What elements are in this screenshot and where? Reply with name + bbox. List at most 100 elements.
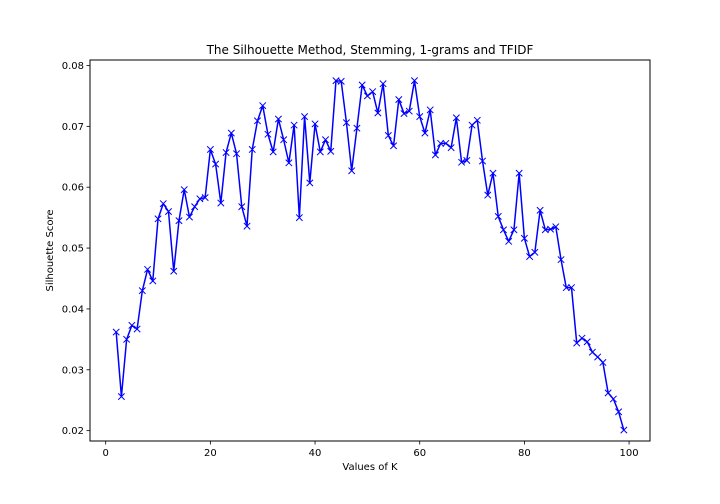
data-point-marker [327,147,335,155]
x-tick-label: 0 [103,448,109,459]
data-point-marker [615,408,623,416]
data-point-marker [484,191,492,199]
data-point-marker [458,158,466,166]
data-point-marker [175,217,183,225]
data-point-marker [478,157,487,165]
data-point-marker [473,116,481,124]
data-point-marker [526,253,534,261]
data-point-marker [583,338,591,346]
data-point-marker [374,109,382,117]
data-point-marker [599,358,607,367]
data-point-marker [238,203,246,211]
data-point-marker [442,139,450,147]
x-tick-label: 20 [204,448,217,459]
data-point-marker [180,186,188,194]
data-point-marker [196,195,204,203]
plot-area [112,77,628,434]
data-point-marker [348,167,356,175]
data-point-marker [499,226,508,234]
data-point-marker [227,129,235,137]
data-point-marker [536,206,544,214]
data-point-marker [358,81,366,89]
data-point-marker [489,169,497,177]
y-tick-label: 0.02 [62,426,84,437]
y-tick-label: 0.04 [62,304,84,315]
data-point-marker [510,226,518,234]
data-point-marker [280,136,288,144]
x-tick-label: 100 [620,448,639,459]
y-tick-label: 0.05 [62,244,84,255]
data-point-marker [112,328,120,336]
data-point-marker [384,131,392,140]
data-point-marker [264,130,272,138]
data-point-marker [515,169,523,177]
data-point-marker [369,88,377,96]
data-point-marker [117,393,125,401]
data-point-marker [316,148,324,156]
data-point-marker [562,284,570,292]
data-point-marker [379,80,387,88]
data-point-marker [269,148,277,156]
data-point-marker [159,200,167,208]
data-point-marker [342,119,351,127]
data-point-marker [128,321,136,329]
data-point-marker [620,426,628,434]
data-point-marker [306,179,314,187]
data-point-marker [311,120,319,128]
y-tick-label: 0.08 [62,61,84,72]
data-point-marker [531,248,539,256]
data-point-marker [185,213,193,221]
data-point-marker [552,223,560,231]
data-point-marker [164,207,173,216]
data-point-marker [452,114,460,122]
data-point-marker [520,234,528,242]
data-point-marker [389,142,398,150]
data-point-marker [609,395,617,403]
data-point-marker [363,92,371,100]
data-point-marker [437,139,445,147]
data-point-marker [243,222,251,230]
data-point-marker [217,199,225,207]
data-point-marker [123,335,131,343]
x-axis-label: Values of K [342,462,398,473]
data-point-marker [149,277,157,285]
y-axis-label: Silhouette Score [45,209,56,291]
data-point-marker [421,129,429,137]
data-point-marker [301,113,309,121]
y-tick-label: 0.07 [62,122,84,133]
data-point-marker [494,212,502,220]
data-point-marker [395,96,403,104]
x-tick-label: 40 [309,448,322,459]
data-point-marker [447,144,455,152]
data-point-marker [405,107,413,115]
data-point-marker [557,256,565,264]
data-point-marker [431,151,439,159]
data-point-marker [594,353,602,361]
data-point-marker [321,136,330,144]
data-point-marker [133,325,141,333]
data-point-marker [400,110,408,118]
data-point-marker [547,225,555,233]
data-point-marker [253,117,262,125]
data-point-marker [290,121,298,129]
data-point-marker [248,145,256,154]
y-tick-label: 0.03 [62,365,84,376]
data-point-marker [353,124,361,132]
chart-title: The Silhouette Method, Stemming, 1-grams… [206,43,534,57]
data-point-marker [285,159,293,167]
data-point-marker [144,265,152,273]
data-point-marker [578,334,586,342]
axes-frame [89,59,651,442]
x-tick-label: 60 [413,448,426,459]
data-point-marker [567,284,576,292]
data-point-marker [463,156,471,164]
data-point-marker [295,214,303,222]
data-point-marker [201,193,209,202]
data-point-marker [212,160,220,168]
data-point-marker [505,237,513,245]
data-point-marker [206,145,214,154]
data-point-marker [337,77,345,85]
data-point-marker [416,113,424,121]
